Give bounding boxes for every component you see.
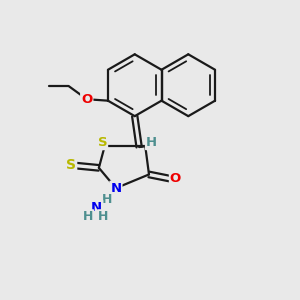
Text: S: S bbox=[66, 158, 76, 172]
Text: H: H bbox=[83, 210, 93, 223]
Text: O: O bbox=[81, 93, 92, 106]
Text: H: H bbox=[146, 136, 157, 149]
Text: N: N bbox=[110, 182, 122, 195]
Text: H: H bbox=[102, 193, 112, 206]
Text: N: N bbox=[91, 201, 102, 214]
Text: H: H bbox=[98, 210, 108, 223]
Text: S: S bbox=[98, 136, 107, 149]
Text: O: O bbox=[170, 172, 181, 185]
